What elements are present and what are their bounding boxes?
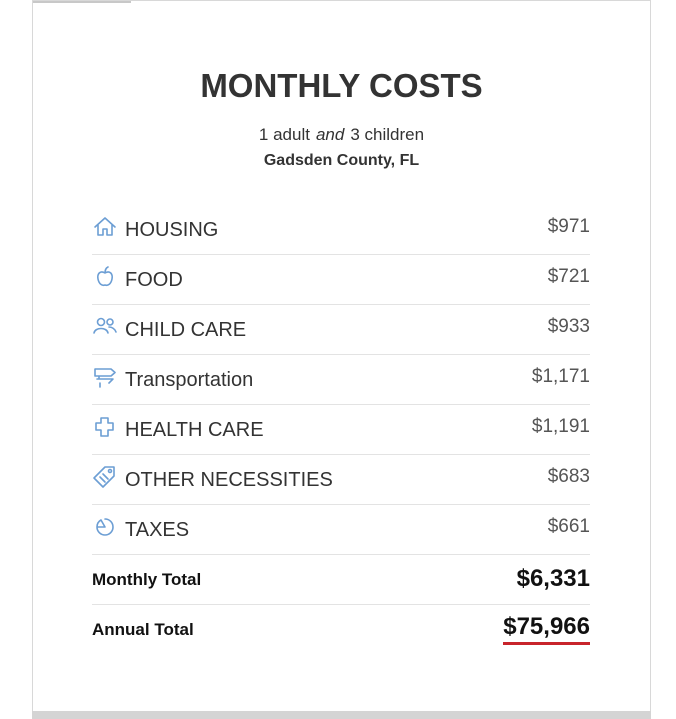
cost-label: HEALTH CARE	[125, 418, 264, 441]
tag-icon	[93, 466, 115, 488]
cross-icon	[95, 417, 114, 437]
cost-amount: $661	[547, 516, 590, 537]
cost-amount: $1,171	[531, 366, 590, 387]
cost-amount: $683	[547, 466, 590, 487]
signpost-icon	[94, 368, 116, 388]
total-row: Annual Total $75,966	[92, 605, 590, 654]
title: MONTHLY COSTS	[200, 67, 483, 104]
cost-label: TAXES	[125, 518, 190, 541]
cost-list: HOUSING $971 FOOD $721 CHILD CARE $933 Tran…	[92, 205, 590, 654]
children: 3 children	[350, 125, 425, 144]
conjunction: and	[315, 125, 345, 144]
adults: 1 adult	[258, 125, 310, 144]
taxes-icon	[96, 518, 114, 536]
cost-row: TAXES $661	[92, 505, 590, 555]
cost-label: CHILD CARE	[125, 318, 247, 341]
cost-label: OTHER NECESSITIES	[125, 468, 333, 491]
cost-row: Transportation $1,171	[92, 355, 590, 405]
total-amount: $6,331	[516, 565, 590, 592]
cost-label: HOUSING	[125, 218, 219, 241]
cost-amount: $1,191	[531, 416, 590, 437]
bottom-bar	[32, 711, 651, 719]
total-label: Monthly Total	[92, 570, 202, 589]
cost-row: HOUSING $971	[92, 205, 590, 255]
cost-amount: $971	[547, 216, 590, 237]
total-row: Monthly Total $6,331	[92, 555, 590, 605]
cost-row: FOOD $721	[92, 255, 590, 305]
location: Gadsden County, FL	[263, 152, 420, 169]
cost-row: CHILD CARE $933	[92, 305, 590, 355]
cost-row: OTHER NECESSITIES $683	[92, 455, 590, 505]
cost-label: FOOD	[125, 268, 183, 291]
family-size: 1 adult and 3 children	[33, 125, 650, 145]
people-icon	[93, 317, 117, 334]
total-amount: $75,966	[503, 613, 590, 645]
cost-label: Transportation	[125, 368, 254, 391]
cost-amount: $721	[547, 266, 590, 287]
tab-bar	[33, 1, 131, 3]
total-label: Annual Total	[92, 620, 194, 639]
cost-card: MONTHLY COSTS 1 adult and 3 children Gadsd…	[32, 0, 651, 712]
cost-row: HEALTH CARE $1,191	[92, 405, 590, 455]
apple-icon	[97, 266, 113, 287]
cost-amount: $933	[547, 316, 590, 337]
house-icon	[94, 217, 116, 236]
